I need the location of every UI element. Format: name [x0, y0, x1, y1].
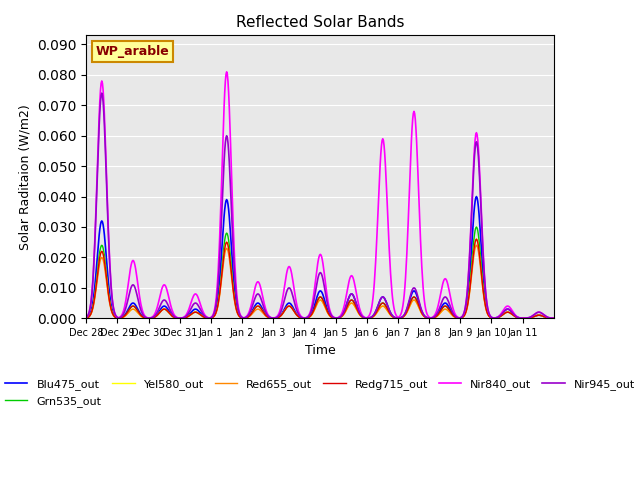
Yel580_out	[472, 236, 480, 242]
Blu475_out	[211, 310, 219, 316]
Nir945_out	[91, 245, 99, 251]
Nir840_out	[223, 69, 230, 75]
Redg715_out	[520, 315, 528, 321]
Nir840_out	[520, 315, 528, 321]
Redg715_out	[211, 312, 219, 318]
Yel580_out	[550, 315, 557, 321]
Blu475_out	[91, 285, 99, 291]
Red655_out	[376, 305, 384, 311]
Nir840_out	[211, 304, 219, 310]
Line: Redg715_out: Redg715_out	[86, 239, 554, 318]
Nir840_out	[91, 241, 99, 247]
Nir945_out	[187, 306, 195, 312]
Redg715_out	[186, 312, 194, 318]
Red655_out	[211, 312, 219, 318]
Grn535_out	[211, 312, 219, 317]
Redg715_out	[390, 314, 397, 320]
Redg715_out	[550, 315, 557, 321]
Yel580_out	[91, 295, 99, 300]
Redg715_out	[472, 236, 480, 242]
Nir840_out	[377, 151, 385, 156]
Grn535_out	[376, 302, 384, 308]
Redg715_out	[139, 314, 147, 320]
Yel580_out	[376, 305, 384, 311]
Red655_out	[390, 314, 397, 320]
Red655_out	[139, 314, 147, 320]
Line: Grn535_out: Grn535_out	[86, 227, 554, 318]
Grn535_out	[472, 224, 480, 230]
Nir840_out	[550, 315, 557, 321]
Nir945_out	[140, 312, 147, 318]
Nir945_out	[550, 315, 557, 321]
Grn535_out	[520, 315, 528, 321]
Yel580_out	[211, 312, 219, 318]
Line: Blu475_out: Blu475_out	[86, 197, 554, 318]
Nir945_out	[390, 314, 398, 320]
Blu475_out	[376, 297, 384, 303]
Legend: Blu475_out, Grn535_out, Yel580_out, Red655_out, Redg715_out, Nir840_out, Nir945_: Blu475_out, Grn535_out, Yel580_out, Red6…	[1, 375, 639, 411]
Redg715_out	[91, 295, 99, 300]
X-axis label: Time: Time	[305, 344, 335, 357]
Yel580_out	[390, 314, 397, 320]
Nir945_out	[520, 315, 527, 321]
Line: Nir840_out: Nir840_out	[86, 72, 554, 318]
Red655_out	[520, 315, 528, 321]
Blu475_out	[550, 315, 557, 321]
Grn535_out	[390, 314, 397, 320]
Nir945_out	[83, 314, 90, 320]
Grn535_out	[139, 314, 147, 320]
Red655_out	[472, 242, 480, 248]
Nir840_out	[83, 314, 90, 320]
Redg715_out	[376, 302, 384, 308]
Blu475_out	[83, 315, 90, 321]
Red655_out	[83, 315, 90, 321]
Yel580_out	[520, 315, 528, 321]
Yel580_out	[83, 315, 90, 321]
Nir840_out	[186, 302, 194, 308]
Red655_out	[550, 315, 557, 321]
Red655_out	[91, 297, 99, 302]
Blu475_out	[186, 311, 194, 316]
Title: Reflected Solar Bands: Reflected Solar Bands	[236, 15, 404, 30]
Nir945_out	[377, 296, 385, 301]
Grn535_out	[550, 315, 557, 321]
Grn535_out	[91, 293, 99, 299]
Grn535_out	[186, 312, 194, 318]
Blu475_out	[472, 194, 480, 200]
Line: Nir945_out: Nir945_out	[86, 93, 554, 318]
Nir945_out	[212, 304, 220, 310]
Redg715_out	[83, 315, 90, 321]
Y-axis label: Solar Raditaion (W/m2): Solar Raditaion (W/m2)	[19, 104, 31, 250]
Yel580_out	[139, 314, 147, 320]
Line: Red655_out: Red655_out	[86, 245, 554, 318]
Blu475_out	[390, 314, 397, 320]
Nir840_out	[139, 309, 147, 314]
Nir840_out	[390, 308, 398, 313]
Nir945_out	[98, 90, 106, 96]
Text: WP_arable: WP_arable	[95, 45, 170, 58]
Yel580_out	[186, 312, 194, 318]
Blu475_out	[139, 313, 147, 319]
Line: Yel580_out: Yel580_out	[86, 239, 554, 318]
Grn535_out	[83, 315, 90, 321]
Red655_out	[186, 312, 194, 318]
